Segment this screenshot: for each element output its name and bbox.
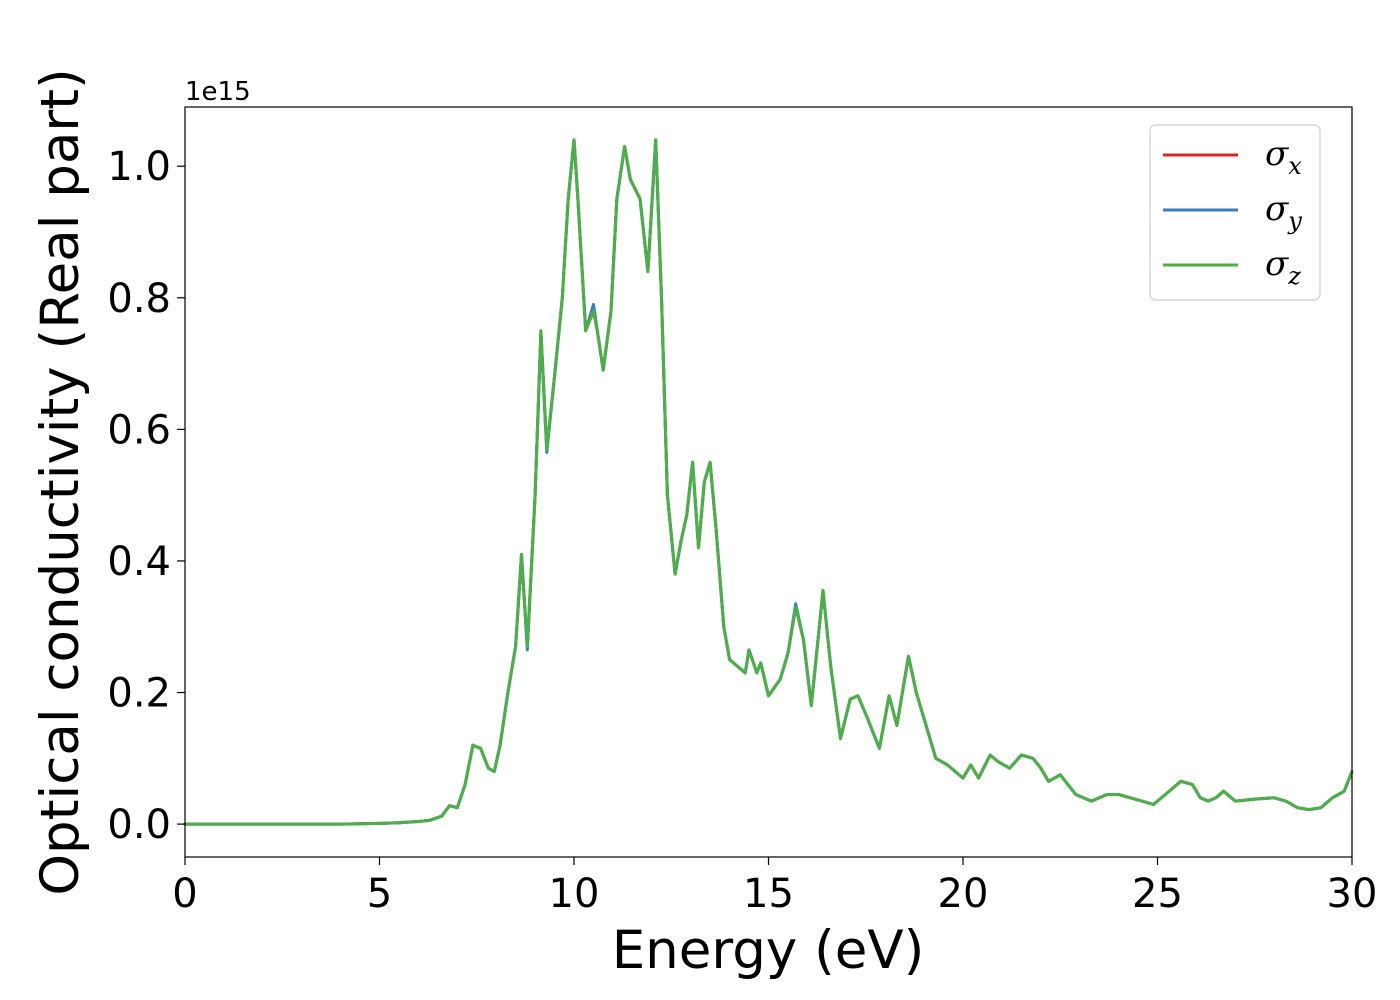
x-tick-label: 10	[549, 871, 600, 917]
legend-label-y: σy	[1265, 189, 1302, 235]
y-tick-label: 1.0	[107, 144, 171, 190]
legend-box	[1149, 124, 1321, 301]
y-tick-label: 0.2	[107, 671, 171, 717]
x-axis: 0 5 10 15 20 25 30	[172, 857, 1377, 917]
series-layer	[183, 138, 1354, 826]
y-axis: 0.0 0.2 0.4 0.6 0.8 1.0	[107, 144, 185, 848]
y-tick-label: 0.4	[107, 539, 171, 585]
x-tick-label: 15	[743, 871, 794, 917]
y-tick-label: 0.0	[107, 802, 171, 848]
y-axis-title: Optical conductivity (Real part)	[30, 68, 91, 895]
x-tick-label: 0	[172, 871, 197, 917]
x-tick-label: 25	[1132, 871, 1183, 917]
y-offset-label: 1e15	[185, 77, 251, 107]
x-tick-label: 5	[367, 871, 392, 917]
x-axis-title: Energy (eV)	[612, 920, 925, 981]
legend: σx σy σz	[1149, 124, 1321, 301]
x-tick-label: 30	[1327, 871, 1378, 917]
y-tick-label: 0.6	[107, 407, 171, 453]
series-line-z	[183, 138, 1354, 826]
legend-label-x: σx	[1265, 134, 1302, 180]
x-tick-label: 20	[938, 871, 989, 917]
y-tick-label: 0.8	[107, 276, 171, 322]
legend-label-z: σz	[1265, 244, 1301, 290]
